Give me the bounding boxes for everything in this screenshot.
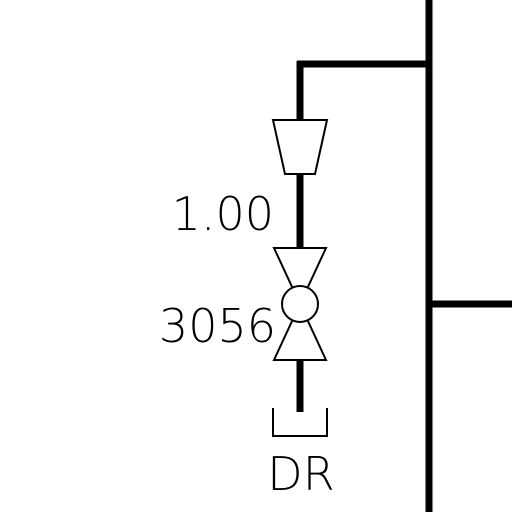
gate-valve-symbol	[281, 285, 319, 323]
reducer-symbol	[271, 119, 329, 175]
valve-tag-label: 3056	[159, 299, 276, 353]
gate-valve-lower-triangle	[272, 301, 328, 361]
gate-valve-upper-triangle	[272, 247, 328, 307]
size-label: 1.00	[172, 187, 274, 241]
drain-cup-symbol	[272, 408, 328, 437]
drain-label: DR	[267, 447, 334, 501]
